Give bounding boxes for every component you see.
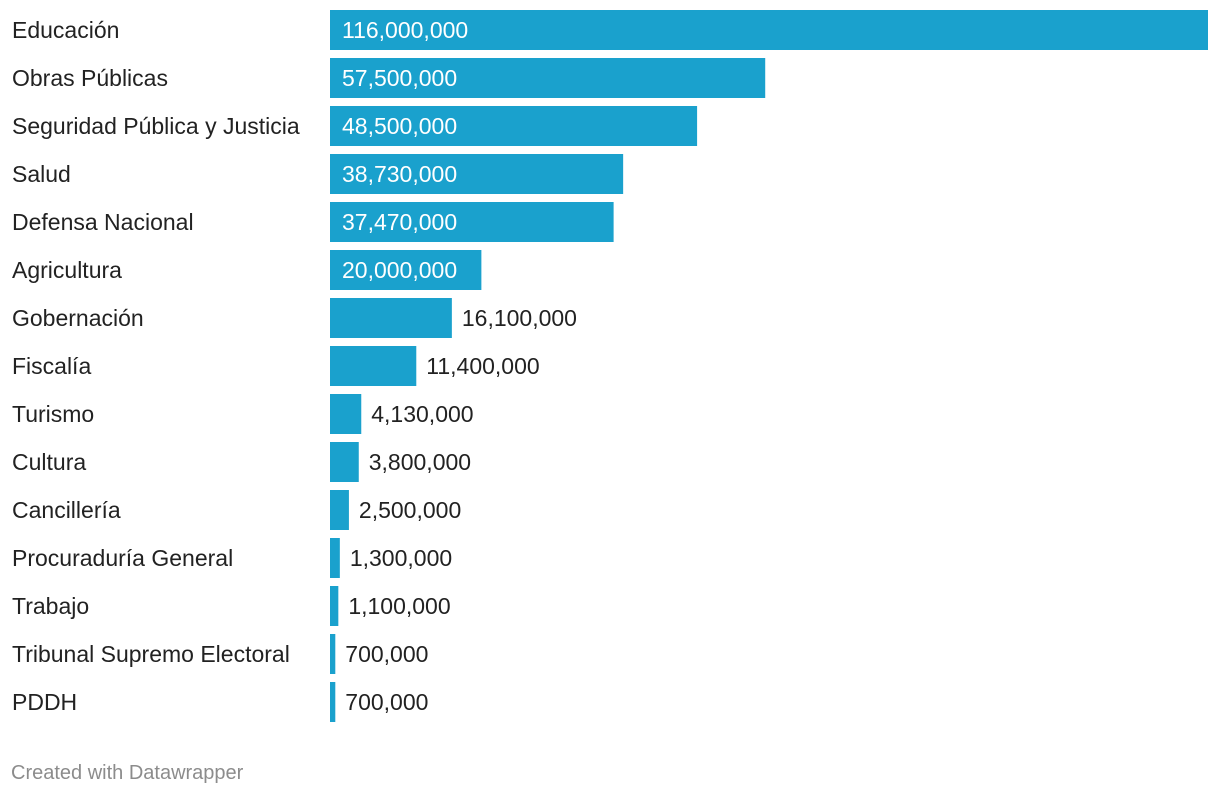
bar <box>330 154 624 194</box>
category-label: Turismo <box>12 401 94 427</box>
category-label: Tribunal Supremo Electoral <box>12 641 290 667</box>
bar <box>330 490 349 530</box>
footer-credit: Created with Datawrapper <box>11 762 244 784</box>
bar <box>330 682 336 722</box>
bar-chart: Educación 116,000,000 Obras Públicas 57,500… <box>12 10 1208 722</box>
value-label: 20,000,000 <box>342 257 457 283</box>
category-label: Salud <box>12 161 71 187</box>
bar <box>330 586 339 626</box>
value-label: 1,300,000 <box>350 545 452 571</box>
category-label: Agricultura <box>12 257 122 283</box>
bar <box>330 394 362 434</box>
value-label: 37,470,000 <box>342 209 457 235</box>
value-label: 48,500,000 <box>342 113 457 139</box>
bar <box>330 298 452 338</box>
value-label: 700,000 <box>345 689 428 715</box>
value-label: 116,000,000 <box>342 17 468 43</box>
category-label: Procuraduría General <box>12 545 233 571</box>
value-label: 700,000 <box>345 641 428 667</box>
value-label: 16,100,000 <box>462 305 577 331</box>
bar <box>330 58 766 98</box>
value-label: 38,730,000 <box>342 161 457 187</box>
bar <box>330 202 614 242</box>
bar <box>330 442 359 482</box>
value-label: 11,400,000 <box>426 353 539 379</box>
bar <box>330 346 417 386</box>
bar <box>330 250 482 290</box>
bar <box>330 538 340 578</box>
category-label: Obras Públicas <box>12 65 168 91</box>
category-label: Gobernación <box>12 305 144 331</box>
value-label: 4,130,000 <box>371 401 473 427</box>
value-label: 57,500,000 <box>342 65 457 91</box>
category-label: Cancillería <box>12 497 121 523</box>
category-label: PDDH <box>12 689 77 715</box>
bar <box>330 634 336 674</box>
category-label: Trabajo <box>12 593 89 619</box>
value-label: 2,500,000 <box>359 497 461 523</box>
category-label: Fiscalía <box>12 353 91 379</box>
category-label: Educación <box>12 17 119 43</box>
bar <box>330 106 698 146</box>
category-label: Defensa Nacional <box>12 209 194 235</box>
bar <box>330 10 1208 50</box>
category-label: Cultura <box>12 449 86 475</box>
category-label: Seguridad Pública y Justicia <box>12 113 300 139</box>
value-label: 3,800,000 <box>369 449 471 475</box>
value-label: 1,100,000 <box>348 593 450 619</box>
